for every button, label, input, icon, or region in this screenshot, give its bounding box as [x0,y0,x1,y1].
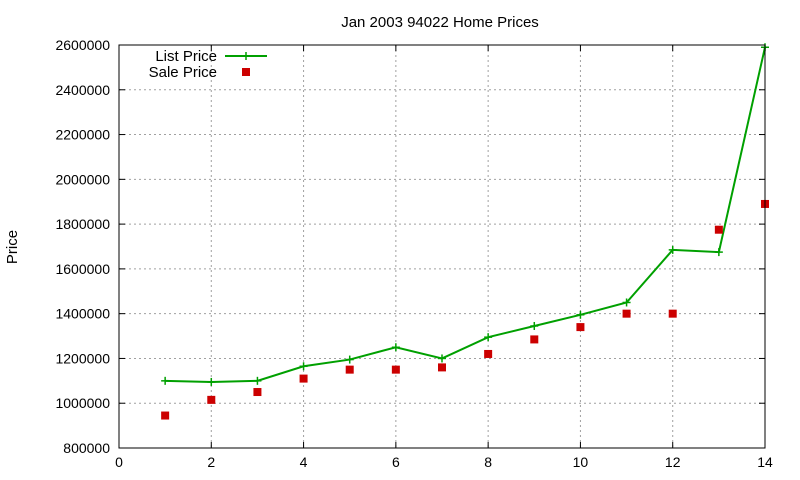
sale-price-point [484,349,493,358]
x-tick-label: 0 [115,454,123,470]
y-tick-label: 800000 [63,440,110,456]
sale-price-point [345,365,354,374]
sale-price-point [668,309,677,318]
axis-ticks: 0 2 4 6 8 10 12 14 800000 1000000 1200000 1400000 16… [55,37,773,470]
y-tick-label: 1400000 [55,306,110,322]
sale-price-point [299,374,308,383]
y-tick-label: 1000000 [55,395,110,411]
sale-price-point [161,411,170,420]
list-price-point [253,376,262,385]
sale-price-point [391,365,400,374]
legend-label: List Price [155,48,217,65]
list-price-point [345,355,354,364]
list-price-point [161,376,170,385]
list-price-point [530,321,539,330]
x-tick-label: 12 [665,454,681,470]
y-tick-label: 2000000 [55,171,110,187]
list-price-point [714,248,723,257]
plot-frame [118,44,766,449]
x-tick-label: 6 [392,454,400,470]
y-tick-label: 2600000 [55,37,110,53]
list-price-point [576,310,585,319]
list-price-point [622,298,631,307]
list-price-point [484,333,493,342]
list-price-line [165,47,766,383]
x-tick-label: 10 [573,454,589,470]
list-price-point [207,377,216,386]
sale-price-point [438,363,446,372]
sale-price-point [576,323,585,332]
sale-price-point [530,335,539,344]
y-tick-label: 2200000 [55,127,110,143]
sale-price-point [622,309,631,318]
chart-title: Jan 2003 94022 Home Prices [341,14,539,31]
list-price-point [299,362,308,371]
x-tick-label: 14 [757,454,773,470]
legend-plus-marker [242,52,250,60]
x-tick-label: 4 [300,454,308,470]
y-axis-label: Price [4,230,21,264]
sale-price-point [253,388,262,397]
y-tick-label: 1200000 [55,350,110,366]
data-series [161,43,769,420]
list-price-point [438,354,446,363]
list-price-point [391,343,400,352]
sale-price-point [714,225,723,234]
x-tick-label: 2 [207,454,215,470]
legend-label: Sale Price [149,64,217,81]
list-price-point [668,245,677,254]
y-tick-label: 1800000 [55,216,110,232]
grid-lines [119,45,765,448]
legend-square-marker [242,68,250,76]
y-tick-label: 1600000 [55,261,110,277]
sale-price-point [207,395,216,404]
x-tick-label: 8 [484,454,492,470]
y-tick-label: 2400000 [55,82,110,98]
